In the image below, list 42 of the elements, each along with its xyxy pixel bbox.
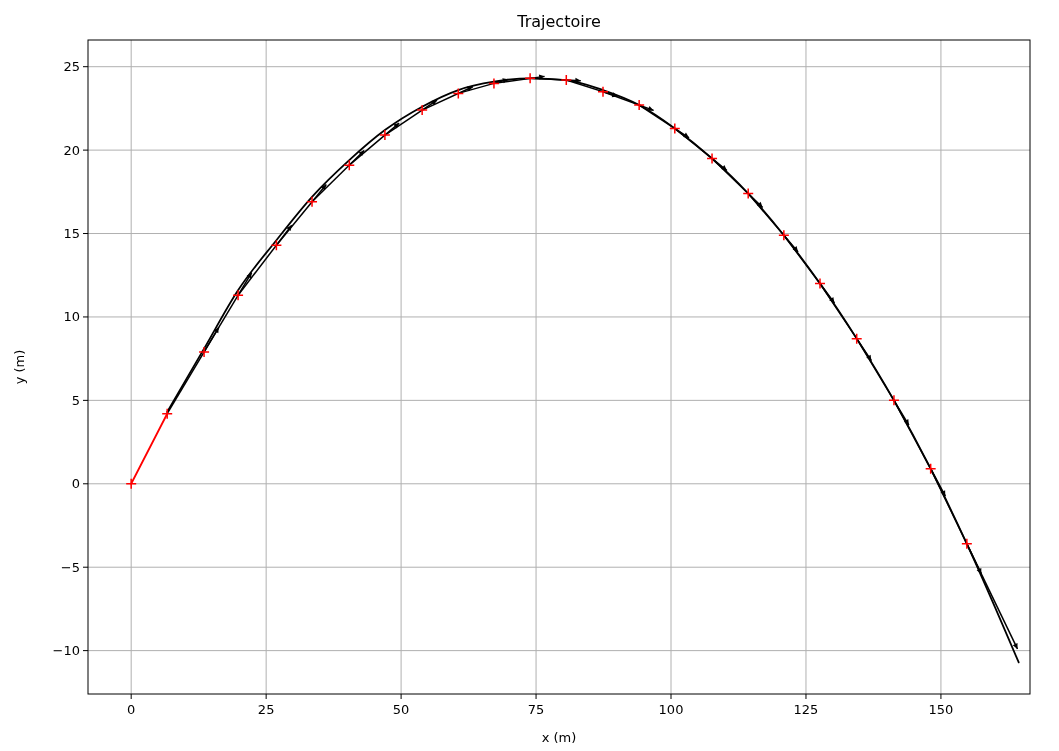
- point: [669, 122, 681, 135]
- x-tick-label: 125: [793, 702, 819, 717]
- point: [560, 74, 573, 86]
- chart-title: Trajectoire: [516, 12, 601, 31]
- point: [125, 478, 137, 490]
- y-tick-label: 10: [63, 309, 80, 325]
- point: [814, 277, 826, 290]
- x-tick-label: 75: [527, 702, 545, 717]
- point: [488, 77, 500, 90]
- point: [452, 87, 465, 100]
- point: [306, 196, 318, 208]
- x-tick-label: 0: [127, 702, 136, 717]
- point: [379, 129, 391, 141]
- point: [161, 407, 173, 420]
- point: [706, 152, 718, 165]
- point: [778, 229, 790, 241]
- x-axis-title: x (m): [541, 730, 577, 745]
- point: [742, 187, 754, 200]
- y-tick-label: 15: [63, 226, 80, 242]
- x-tick-label: 25: [257, 702, 275, 717]
- point: [850, 332, 863, 345]
- point: [416, 104, 428, 116]
- y-tick-label: 5: [71, 392, 80, 408]
- point: [343, 159, 356, 171]
- point: [597, 85, 609, 98]
- point: [524, 72, 536, 85]
- point: [198, 346, 210, 358]
- x-tick-label: 50: [392, 702, 410, 717]
- x-tick-label: 100: [658, 702, 684, 717]
- x-tick-label: 150: [928, 702, 954, 717]
- y-tick-label: 0: [71, 476, 80, 492]
- point: [270, 239, 283, 251]
- point: [633, 99, 645, 111]
- y-tick-label: 20: [63, 142, 80, 158]
- y-tick-label: 25: [63, 59, 80, 75]
- point: [232, 289, 244, 302]
- y-tick-label: −5: [60, 559, 80, 575]
- y-tick-label: −10: [52, 643, 80, 659]
- point: [961, 538, 973, 550]
- point: [924, 463, 937, 475]
- y-axis-title: y (m): [12, 349, 27, 385]
- point: [888, 394, 900, 407]
